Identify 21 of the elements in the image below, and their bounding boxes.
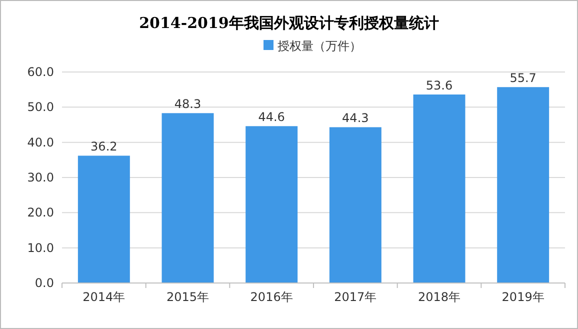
xtick: 2017年 bbox=[334, 290, 377, 304]
ytick: 30.0 bbox=[27, 170, 54, 184]
xtick: 2014年 bbox=[82, 290, 126, 304]
title: 2014-2019年我国外观设计专利授权量统计 bbox=[139, 14, 439, 32]
data-label: 44.3 bbox=[342, 111, 369, 126]
xtick: 2019年 bbox=[502, 290, 544, 304]
data-label: 53.6 bbox=[426, 78, 453, 92]
data-label: 48.3 bbox=[174, 97, 202, 112]
ytick: 50.0 bbox=[27, 100, 54, 114]
ytick: 0.0 bbox=[34, 276, 54, 290]
ytick: 40.0 bbox=[27, 135, 54, 150]
ytick: 20.0 bbox=[27, 206, 54, 220]
legend-text: 授权量（万件） bbox=[278, 39, 362, 53]
ytick: 60.0 bbox=[27, 65, 54, 79]
data-label: 55.7 bbox=[510, 71, 536, 86]
xtick: 2015年 bbox=[166, 290, 210, 304]
data-label: 44.6 bbox=[258, 110, 285, 124]
xtick: 2018年 bbox=[418, 290, 461, 304]
ytick: 10.0 bbox=[27, 240, 54, 255]
xtick: 2016年 bbox=[250, 290, 293, 304]
data-label: 36.2 bbox=[90, 140, 118, 154]
